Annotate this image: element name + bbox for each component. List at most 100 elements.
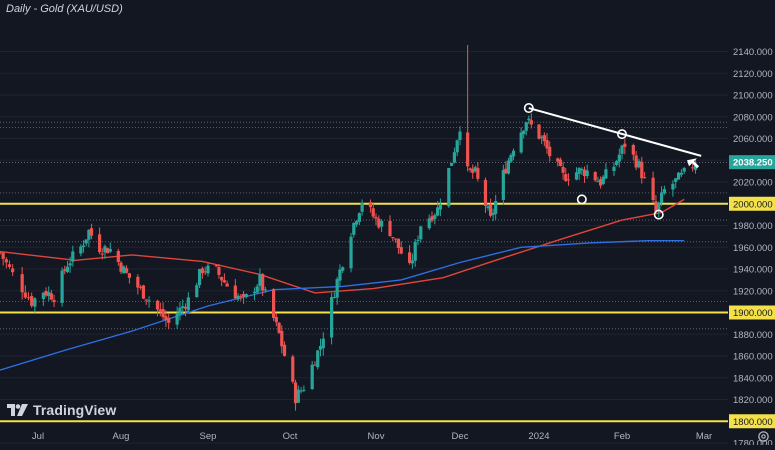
candle-body — [330, 297, 334, 338]
candle-body — [186, 297, 190, 311]
candle-body — [580, 168, 584, 171]
candle-body — [321, 338, 325, 349]
candle-body — [60, 270, 64, 303]
candle-body — [139, 286, 143, 288]
support-price-tag — [729, 196, 775, 211]
candle-body — [436, 207, 440, 216]
candle-body — [299, 390, 303, 392]
candle-body — [623, 143, 627, 147]
candle-body — [167, 317, 171, 323]
time-axis-label: Aug — [113, 431, 130, 442]
candle-body — [651, 177, 655, 201]
candle-body — [566, 179, 571, 181]
candle-body — [65, 266, 70, 273]
candle-body — [349, 236, 353, 269]
candle-body — [252, 291, 257, 294]
support-price-tag-label: 1800.000 — [733, 417, 773, 428]
candle-body — [272, 289, 276, 318]
candle-body — [258, 274, 262, 286]
candle-body — [274, 316, 278, 323]
candle-body — [155, 300, 160, 310]
candle-body — [691, 167, 695, 169]
candle-body — [141, 285, 146, 299]
candle-body — [20, 274, 24, 293]
candle-body — [604, 169, 608, 179]
candle-body — [471, 168, 475, 173]
candle-body — [676, 172, 681, 180]
candle-body — [558, 159, 563, 166]
price-axis-tick-label: 2140.000 — [733, 47, 773, 58]
swing-point-marker — [576, 194, 587, 205]
candle-body — [394, 238, 398, 240]
time-axis-label: Feb — [614, 431, 630, 442]
candle-body — [282, 344, 287, 356]
candle-body — [164, 316, 168, 321]
trendline-layer — [523, 103, 702, 220]
candle-body — [468, 168, 472, 170]
candle-body — [433, 215, 437, 219]
price-axis-tick-label: 1820.000 — [733, 395, 773, 406]
candle-body — [674, 178, 678, 182]
candle-body — [332, 297, 336, 299]
tradingview-logo[interactable]: TradingView — [7, 402, 116, 418]
candle-body — [494, 200, 498, 214]
candle-body — [122, 266, 126, 274]
candle-body — [450, 162, 454, 166]
grid-layer — [0, 51, 728, 444]
candle-body — [643, 177, 647, 179]
candle-body — [293, 382, 298, 404]
time-axis-label: Mar — [696, 431, 712, 442]
candle-body — [662, 189, 667, 194]
candle-body — [427, 218, 431, 229]
candle-body — [529, 120, 533, 125]
candle-body — [7, 264, 12, 267]
candle-body — [263, 289, 267, 291]
candle-body — [0, 252, 2, 254]
current-price-tag — [729, 155, 775, 170]
candle-body — [640, 161, 644, 179]
chart-title: Daily - Gold (XAU/USD) — [6, 3, 123, 15]
candle-body — [574, 172, 579, 180]
candle-body — [682, 167, 686, 172]
candle-body — [413, 241, 417, 261]
candle-body — [556, 158, 560, 162]
price-axis-tick-label: 2120.000 — [733, 69, 773, 80]
candle-body — [200, 268, 204, 274]
candle-body — [255, 286, 259, 293]
candle-body — [81, 245, 86, 248]
moving-average-blue — [0, 239, 685, 371]
candle-body — [197, 269, 202, 286]
candle-body — [23, 292, 27, 298]
swing-point-marker — [523, 103, 534, 114]
candle-body — [119, 262, 123, 272]
price-axis-tick-label: 1940.000 — [733, 265, 773, 276]
candle-body — [181, 306, 185, 308]
candle-body — [296, 389, 300, 403]
settings-gear-icon[interactable] — [757, 430, 770, 443]
tradingview-logo-icon — [7, 404, 28, 416]
support-price-tag — [729, 414, 775, 429]
candle-body — [318, 346, 323, 350]
price-axis-tick-label: 1860.000 — [733, 352, 773, 363]
candle-body — [380, 220, 384, 227]
candle-body — [341, 267, 345, 271]
candle-body — [509, 155, 513, 162]
candle-body — [486, 206, 490, 209]
candle-body — [593, 172, 597, 181]
swing-point-marker — [653, 209, 664, 220]
candle-body — [360, 202, 364, 212]
candle-body — [473, 167, 477, 172]
candle-body — [206, 265, 210, 274]
support-price-tag-label: 1900.000 — [733, 308, 773, 319]
candle-body — [195, 285, 199, 298]
candle-body — [127, 273, 132, 278]
candle-body — [466, 132, 470, 167]
candle-body — [371, 208, 375, 217]
candle-body — [144, 299, 148, 301]
candle-body — [447, 168, 451, 207]
candle-body — [41, 292, 45, 299]
candle-body — [506, 160, 511, 174]
price-axis-tick-label: 1960.000 — [733, 243, 773, 254]
